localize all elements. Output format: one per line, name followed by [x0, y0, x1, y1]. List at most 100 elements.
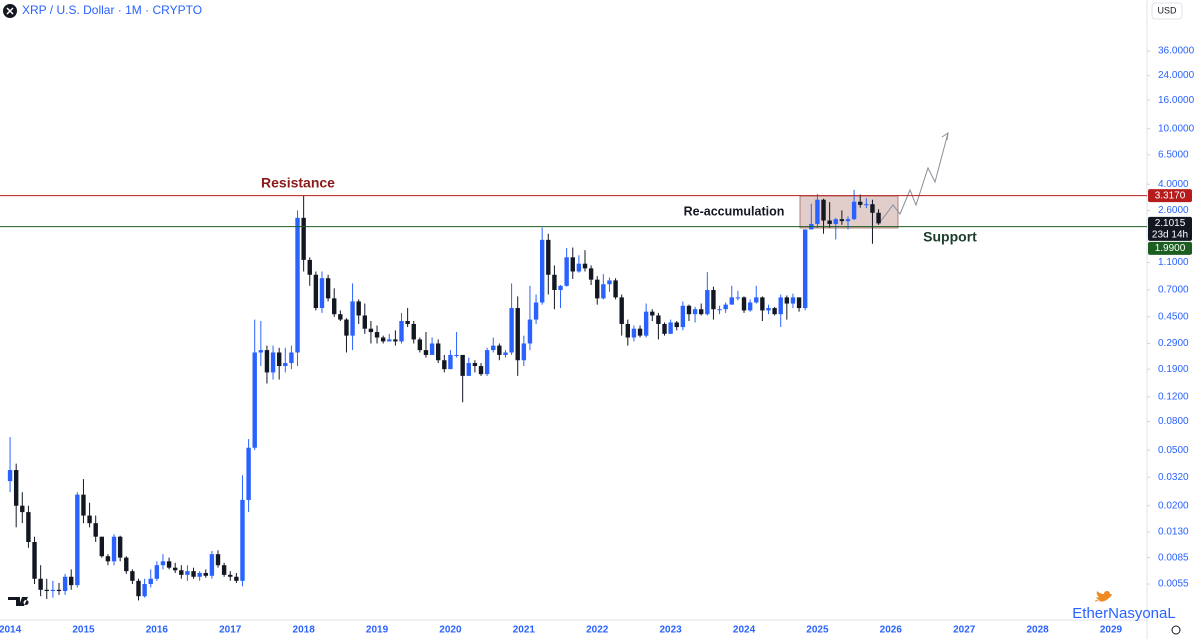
x-tick-label: 2025 — [806, 625, 829, 636]
candle-body — [234, 576, 239, 581]
candle-body — [576, 263, 582, 272]
price-tag-label: 1.9900 — [1155, 243, 1186, 254]
candle-body — [81, 494, 86, 516]
projection-arrow — [941, 131, 949, 141]
candle-body — [380, 337, 386, 342]
candle-body — [460, 354, 465, 376]
chart-title: XRP / U.S. Dollar · 1M · CRYPTO — [22, 3, 202, 17]
y-tick-label: 0.0500 — [1158, 445, 1189, 456]
y-tick-label: 36.0000 — [1158, 46, 1195, 57]
candle-body — [772, 308, 777, 315]
candle-body — [215, 554, 221, 566]
candle-body — [692, 309, 698, 315]
candle-body — [228, 574, 233, 577]
candle-body — [711, 290, 716, 310]
candle-body — [393, 339, 398, 342]
candle-body — [166, 561, 172, 568]
x-tick-label: 2029 — [1100, 625, 1123, 636]
y-tick-label: 16.0000 — [1158, 95, 1195, 106]
candle-body — [289, 352, 294, 364]
candle-body — [607, 280, 612, 285]
candle-body — [203, 572, 208, 576]
candle-body — [26, 512, 31, 542]
currency-button[interactable] — [1151, 2, 1183, 20]
settings-icon[interactable] — [1171, 625, 1181, 635]
plot — [7, 189, 881, 601]
tv-logo — [8, 597, 29, 606]
symbol-icon — [6, 7, 14, 15]
candle-body — [7, 470, 13, 482]
candle-body — [172, 567, 178, 571]
candle-body — [246, 447, 251, 500]
y-tick-label: 0.0800 — [1158, 416, 1189, 427]
candle-body — [484, 350, 490, 375]
candle-body — [344, 319, 349, 336]
candle-body — [252, 352, 257, 448]
candle-body — [833, 219, 838, 224]
candle-body — [539, 239, 545, 303]
candle-body — [754, 297, 759, 303]
candle-body — [802, 229, 808, 309]
candle-body — [595, 279, 600, 299]
reaccumulation-label: Re-accumulation — [684, 204, 785, 218]
x-tick-label: 2022 — [586, 625, 609, 636]
candle-body — [656, 315, 661, 324]
candle-body — [717, 309, 722, 311]
candle-body — [374, 332, 380, 338]
x-tick-label: 2014 — [0, 625, 22, 636]
candle-body — [454, 354, 459, 356]
candle-body — [20, 505, 25, 513]
candle-body — [283, 363, 288, 367]
candle-body — [301, 217, 306, 260]
candle-body — [478, 366, 484, 375]
candle-body — [546, 239, 551, 275]
candle-body — [75, 494, 80, 586]
candle-body — [448, 354, 453, 370]
x-tick-label: 2027 — [953, 625, 976, 636]
candle-body — [735, 297, 741, 299]
candle-body — [472, 363, 478, 367]
candle-body — [87, 515, 92, 524]
candle-body — [154, 565, 160, 579]
candle-body — [99, 536, 105, 557]
candle-body — [338, 314, 343, 320]
candle-body — [417, 339, 423, 351]
candle-body — [601, 284, 606, 299]
y-tick-label: 0.0085 — [1158, 552, 1189, 563]
resistance-label: Resistance — [261, 175, 335, 191]
candle-body — [350, 301, 355, 336]
candle-body — [564, 257, 569, 286]
candle-body — [815, 199, 820, 224]
candle-body — [558, 285, 563, 291]
candle-body — [56, 589, 62, 592]
candle-body — [851, 201, 857, 220]
candle-body — [69, 576, 74, 586]
candle-body — [50, 589, 56, 592]
candle-body — [356, 301, 361, 316]
candle-body — [778, 297, 783, 315]
range-box — [799, 195, 899, 229]
candle-body — [258, 350, 264, 353]
x-tick-label: 2026 — [880, 625, 903, 636]
candle-body — [148, 578, 153, 585]
candle-body — [332, 298, 337, 315]
candle-body — [582, 263, 588, 269]
candle-body — [191, 571, 196, 577]
y-tick-label: 4.0000 — [1158, 179, 1189, 190]
candle-body — [32, 541, 37, 579]
candle-body — [276, 352, 282, 367]
candle-body — [38, 578, 43, 590]
candle-body — [405, 321, 410, 324]
candle-body — [509, 308, 514, 353]
candle-body — [313, 274, 319, 309]
candle-body — [766, 308, 771, 311]
currency-label[interactable]: USD — [1157, 5, 1177, 15]
candle-body — [93, 523, 98, 537]
x-tick-label: 2024 — [733, 625, 756, 636]
y-tick-label: 0.0320 — [1158, 472, 1189, 483]
x-tick-label: 2015 — [72, 625, 95, 636]
candle-body — [515, 308, 520, 361]
y-tick-label: 0.4500 — [1158, 311, 1189, 322]
candle-body — [741, 297, 747, 311]
